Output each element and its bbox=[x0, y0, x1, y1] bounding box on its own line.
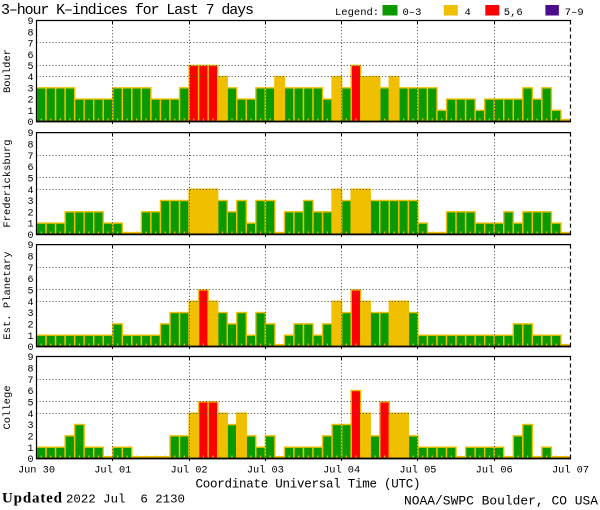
svg-text:7: 7 bbox=[27, 376, 33, 387]
svg-text:3–hour K–indices for Last 7 da: 3–hour K–indices for Last 7 days bbox=[1, 2, 254, 19]
svg-text:1: 1 bbox=[27, 332, 33, 343]
svg-text:8: 8 bbox=[27, 141, 33, 152]
svg-text:Updated: Updated bbox=[2, 491, 63, 507]
svg-text:1: 1 bbox=[27, 220, 33, 231]
svg-text:Boulder: Boulder bbox=[2, 49, 14, 93]
svg-text:0: 0 bbox=[27, 343, 33, 354]
svg-text:2: 2 bbox=[27, 208, 33, 219]
svg-text:5,6: 5,6 bbox=[504, 7, 523, 19]
svg-text:5: 5 bbox=[27, 398, 33, 409]
svg-text:Jun 30: Jun 30 bbox=[18, 465, 55, 477]
svg-text:5: 5 bbox=[27, 174, 33, 185]
svg-text:3: 3 bbox=[27, 309, 33, 320]
svg-text:Legend:: Legend: bbox=[335, 7, 379, 19]
svg-text:6: 6 bbox=[27, 275, 33, 286]
svg-text:College: College bbox=[2, 385, 14, 429]
svg-text:3: 3 bbox=[27, 421, 33, 432]
svg-text:1: 1 bbox=[27, 107, 33, 118]
svg-text:NOAA/SWPC Boulder, CO USA: NOAA/SWPC Boulder, CO USA bbox=[404, 494, 598, 509]
svg-text:7: 7 bbox=[27, 152, 33, 163]
svg-text:7–9: 7–9 bbox=[565, 7, 584, 19]
svg-text:Coordinate Universal Time (UTC: Coordinate Universal Time (UTC) bbox=[196, 478, 421, 492]
svg-text:6: 6 bbox=[27, 163, 33, 174]
svg-text:Jul 04: Jul 04 bbox=[323, 465, 360, 477]
svg-text:0: 0 bbox=[27, 455, 33, 466]
svg-text:0: 0 bbox=[27, 118, 33, 129]
svg-text:2: 2 bbox=[27, 432, 33, 443]
svg-text:9: 9 bbox=[27, 17, 33, 28]
svg-text:8: 8 bbox=[27, 253, 33, 264]
svg-text:9: 9 bbox=[27, 129, 33, 140]
svg-text:Jul 01: Jul 01 bbox=[94, 465, 131, 477]
svg-text:9: 9 bbox=[27, 241, 33, 252]
svg-text:3: 3 bbox=[27, 197, 33, 208]
svg-text:Jul 06: Jul 06 bbox=[476, 465, 513, 477]
svg-text:Jul 02: Jul 02 bbox=[171, 465, 208, 477]
svg-text:2: 2 bbox=[27, 320, 33, 331]
svg-text:9: 9 bbox=[27, 353, 33, 364]
svg-text:4: 4 bbox=[27, 73, 33, 84]
svg-text:Jul 07: Jul 07 bbox=[552, 465, 589, 477]
svg-text:4: 4 bbox=[465, 7, 471, 19]
svg-text:6: 6 bbox=[27, 387, 33, 398]
svg-text:Fredericksburg: Fredericksburg bbox=[2, 139, 14, 227]
svg-text:5: 5 bbox=[27, 286, 33, 297]
svg-text:2: 2 bbox=[27, 96, 33, 107]
svg-text:7: 7 bbox=[27, 40, 33, 51]
svg-text:Jul 03: Jul 03 bbox=[247, 465, 284, 477]
svg-text:2022 Jul 6 2130: 2022 Jul 6 2130 bbox=[66, 493, 185, 507]
svg-text:4: 4 bbox=[27, 186, 33, 197]
svg-text:Jul 05: Jul 05 bbox=[399, 465, 436, 477]
svg-text:6: 6 bbox=[27, 51, 33, 62]
svg-text:5: 5 bbox=[27, 62, 33, 73]
svg-text:3: 3 bbox=[27, 84, 33, 95]
svg-text:1: 1 bbox=[27, 444, 33, 455]
svg-text:7: 7 bbox=[27, 264, 33, 275]
svg-text:Est. Planetary: Est. Planetary bbox=[2, 251, 14, 339]
svg-text:0: 0 bbox=[27, 231, 33, 242]
svg-text:8: 8 bbox=[27, 28, 33, 39]
svg-text:8: 8 bbox=[27, 364, 33, 375]
svg-text:4: 4 bbox=[27, 298, 33, 309]
svg-text:4: 4 bbox=[27, 410, 33, 421]
svg-text:0–3: 0–3 bbox=[403, 7, 422, 19]
